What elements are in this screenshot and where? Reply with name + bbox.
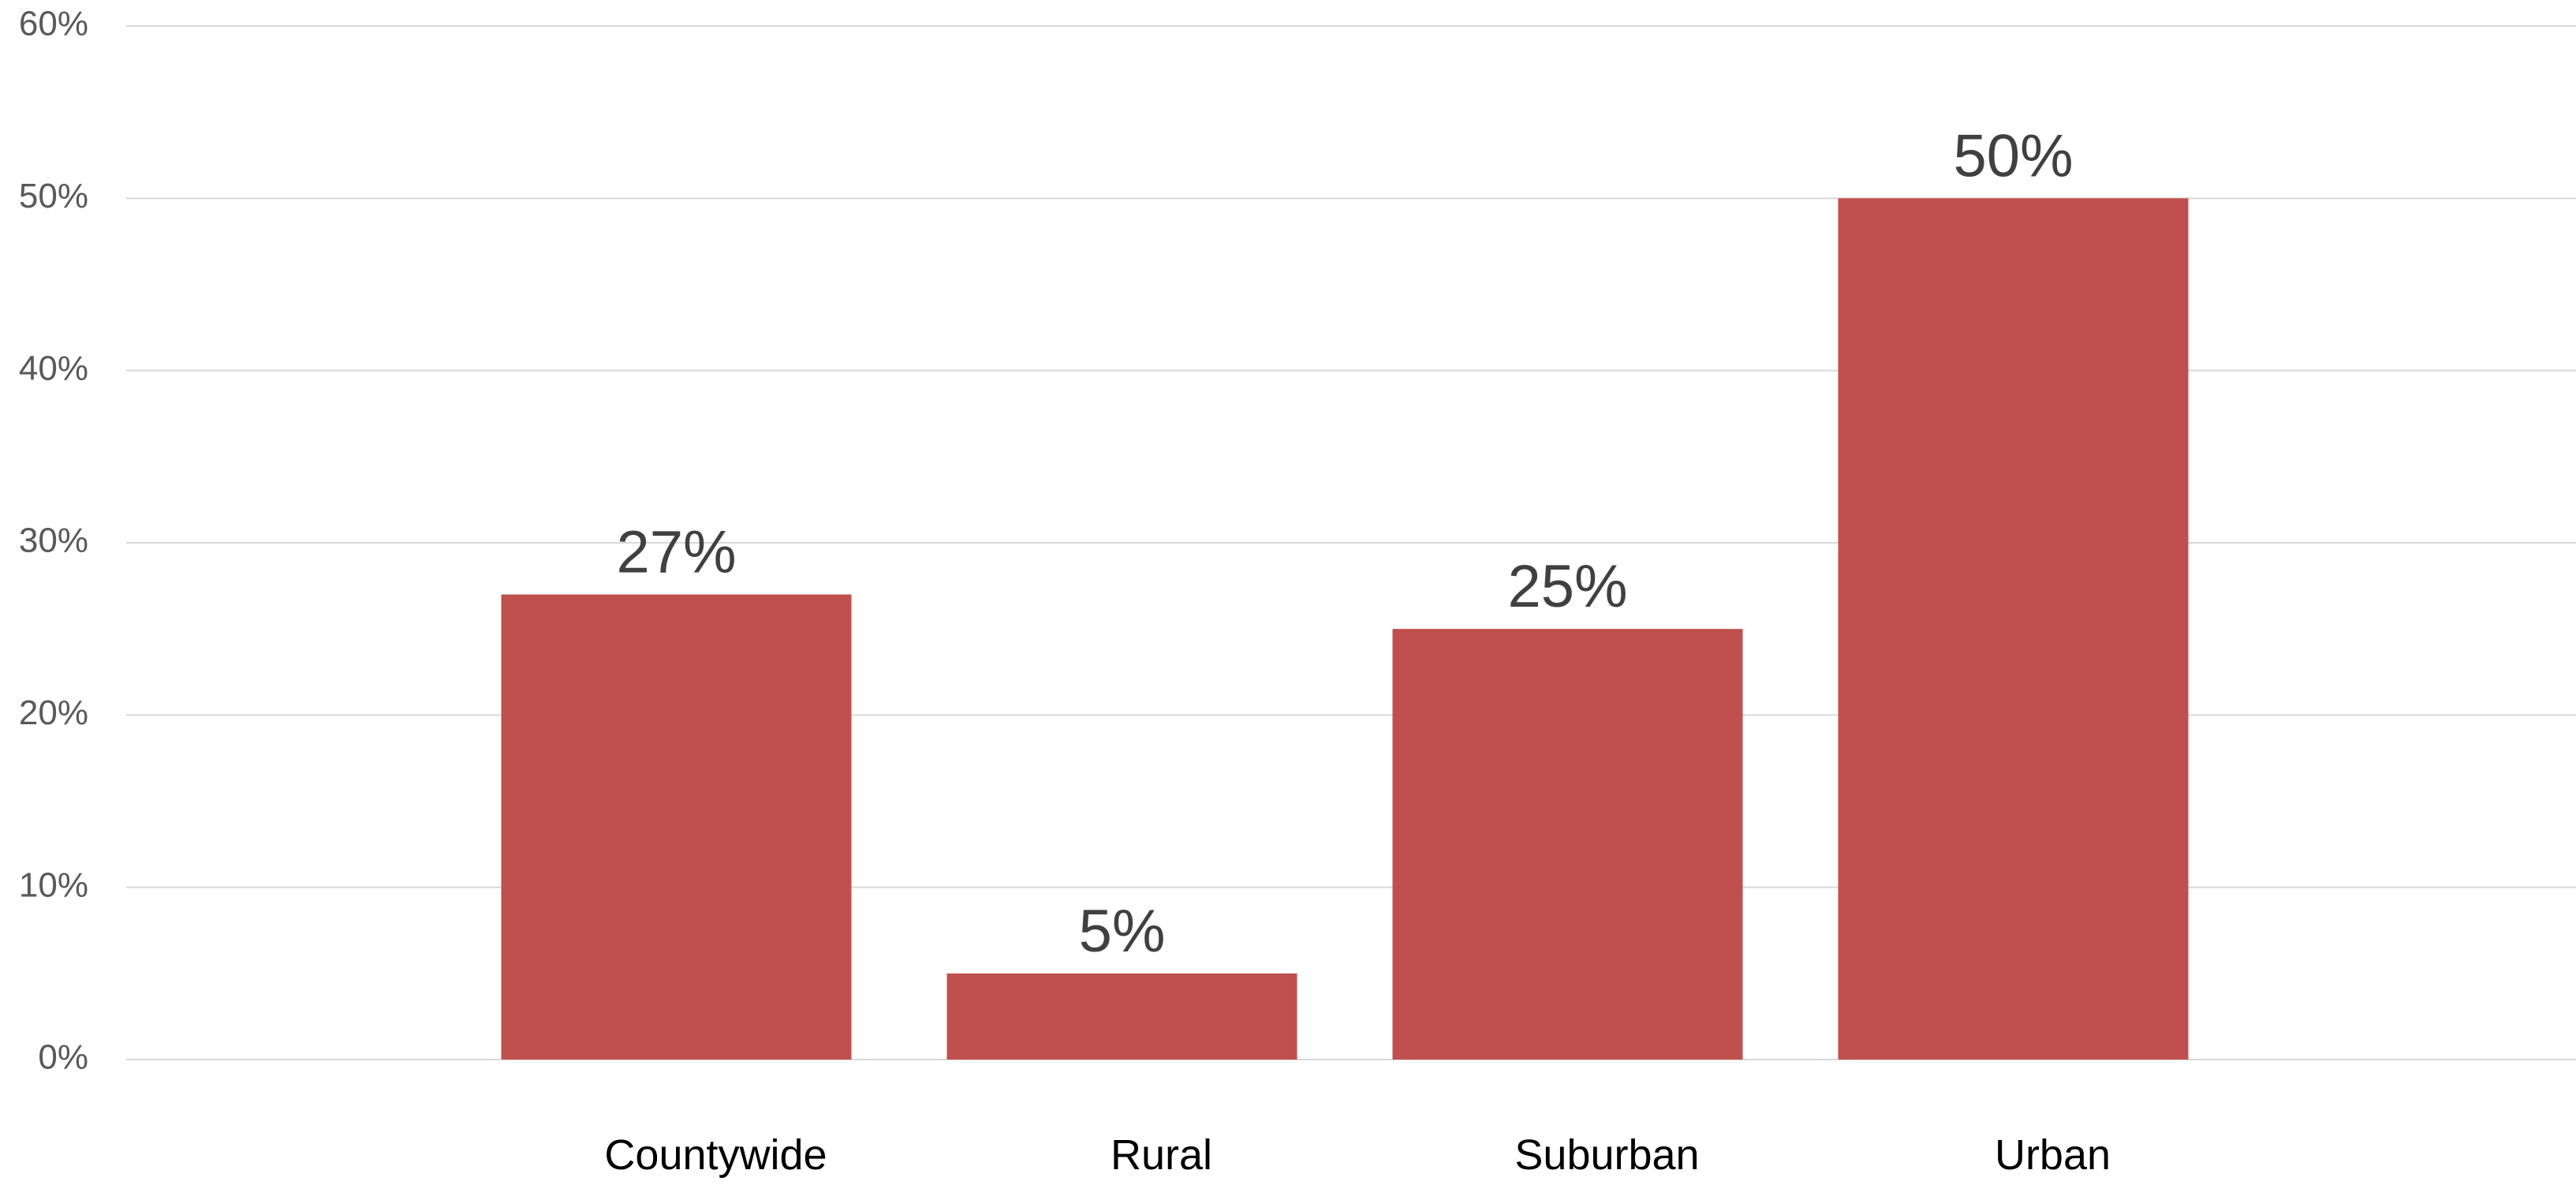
bar bbox=[501, 594, 852, 1060]
bar bbox=[1392, 629, 1743, 1060]
data-label: 5% bbox=[1079, 898, 1166, 965]
data-labels: 27% 5% 25% 50% bbox=[616, 122, 2073, 965]
y-tick-label: 60% bbox=[19, 5, 88, 43]
x-axis-tick-labels: Countywide Rural Suburban Urban bbox=[604, 1131, 2111, 1179]
x-tick-label: Countywide bbox=[604, 1131, 827, 1179]
gridlines bbox=[126, 25, 2576, 1060]
data-label: 50% bbox=[1953, 122, 2073, 189]
x-tick-label: Suburban bbox=[1514, 1131, 1699, 1179]
y-tick-label: 20% bbox=[19, 693, 88, 732]
y-tick-label: 0% bbox=[38, 1038, 88, 1077]
y-tick-label: 30% bbox=[19, 521, 88, 560]
x-tick-label: Urban bbox=[1995, 1131, 2111, 1179]
bar bbox=[1838, 198, 2189, 1060]
bars bbox=[501, 198, 2189, 1060]
y-tick-label: 40% bbox=[19, 349, 88, 387]
data-label: 25% bbox=[1507, 553, 1627, 620]
x-tick-label: Rural bbox=[1111, 1131, 1212, 1179]
y-tick-label: 50% bbox=[19, 177, 88, 215]
bar bbox=[946, 973, 1297, 1060]
data-label: 27% bbox=[616, 519, 736, 586]
y-tick-label: 10% bbox=[19, 865, 88, 904]
y-axis-tick-labels: 0% 10% 20% 30% 40% 50% 60% bbox=[19, 5, 88, 1077]
